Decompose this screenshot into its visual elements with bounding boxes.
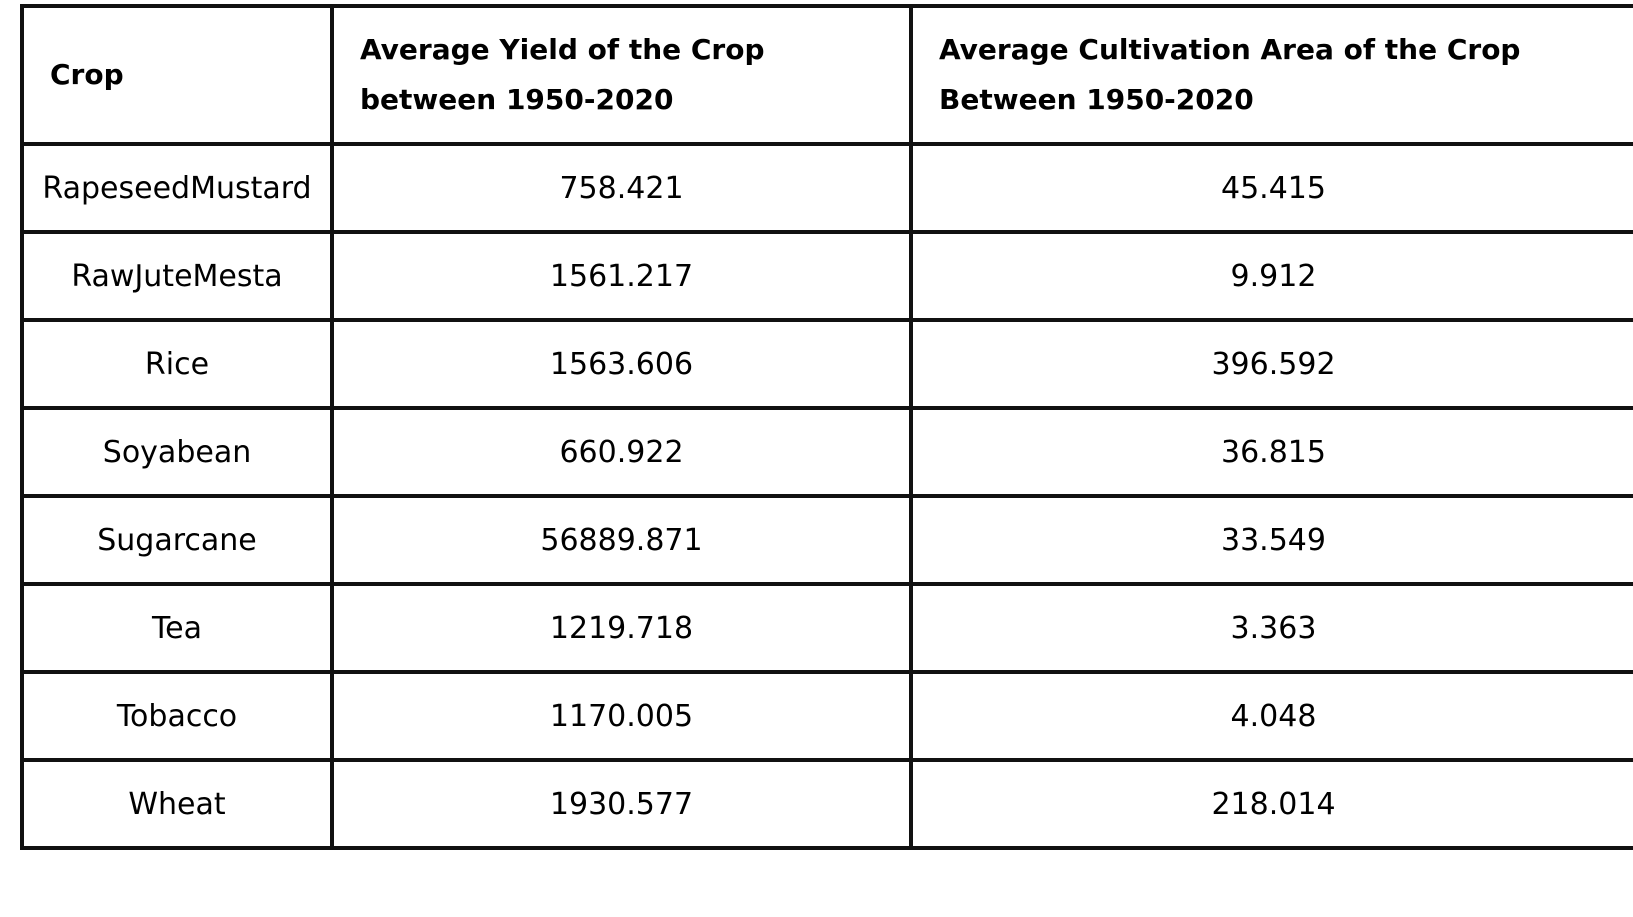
table-body: RapeseedMustard 758.421 45.415 RawJuteMe… bbox=[20, 142, 1633, 850]
table-row: Tea 1219.718 3.363 bbox=[20, 582, 1633, 674]
crop-data-table: Crop Average Yield of the Crop between 1… bbox=[20, 4, 1633, 850]
cell-yield: 660.922 bbox=[330, 406, 913, 498]
cell-area: 36.815 bbox=[909, 406, 1633, 498]
cell-area: 45.415 bbox=[909, 142, 1633, 234]
table-row: Rice 1563.606 396.592 bbox=[20, 318, 1633, 410]
cell-crop: Wheat bbox=[20, 758, 334, 850]
cell-area: 4.048 bbox=[909, 670, 1633, 762]
cell-yield: 1563.606 bbox=[330, 318, 913, 410]
cell-area: 396.592 bbox=[909, 318, 1633, 410]
header-average-yield: Average Yield of the Crop between 1950-2… bbox=[330, 4, 913, 146]
table-row: Wheat 1930.577 218.014 bbox=[20, 758, 1633, 850]
cell-crop: Soyabean bbox=[20, 406, 334, 498]
cell-area: 218.014 bbox=[909, 758, 1633, 850]
table-header: Crop Average Yield of the Crop between 1… bbox=[20, 4, 1633, 146]
cell-crop: Tea bbox=[20, 582, 334, 674]
table-row: Soyabean 660.922 36.815 bbox=[20, 406, 1633, 498]
cell-yield: 758.421 bbox=[330, 142, 913, 234]
cell-crop: RapeseedMustard bbox=[20, 142, 334, 234]
cell-crop: RawJuteMesta bbox=[20, 230, 334, 322]
cell-area: 33.549 bbox=[909, 494, 1633, 586]
header-crop: Crop bbox=[20, 4, 334, 146]
cell-yield: 1561.217 bbox=[330, 230, 913, 322]
table-row: RawJuteMesta 1561.217 9.912 bbox=[20, 230, 1633, 322]
header-average-cultivation-area: Average Cultivation Area of the Crop Bet… bbox=[909, 4, 1633, 146]
cell-crop: Tobacco bbox=[20, 670, 334, 762]
cell-yield: 1219.718 bbox=[330, 582, 913, 674]
cell-area: 3.363 bbox=[909, 582, 1633, 674]
header-row: Crop Average Yield of the Crop between 1… bbox=[20, 4, 1633, 146]
table-row: RapeseedMustard 758.421 45.415 bbox=[20, 142, 1633, 234]
cell-yield: 1930.577 bbox=[330, 758, 913, 850]
cell-crop: Sugarcane bbox=[20, 494, 334, 586]
cell-yield: 1170.005 bbox=[330, 670, 913, 762]
cell-crop: Rice bbox=[20, 318, 334, 410]
cell-yield: 56889.871 bbox=[330, 494, 913, 586]
cell-area: 9.912 bbox=[909, 230, 1633, 322]
table-row: Tobacco 1170.005 4.048 bbox=[20, 670, 1633, 762]
table-row: Sugarcane 56889.871 33.549 bbox=[20, 494, 1633, 586]
